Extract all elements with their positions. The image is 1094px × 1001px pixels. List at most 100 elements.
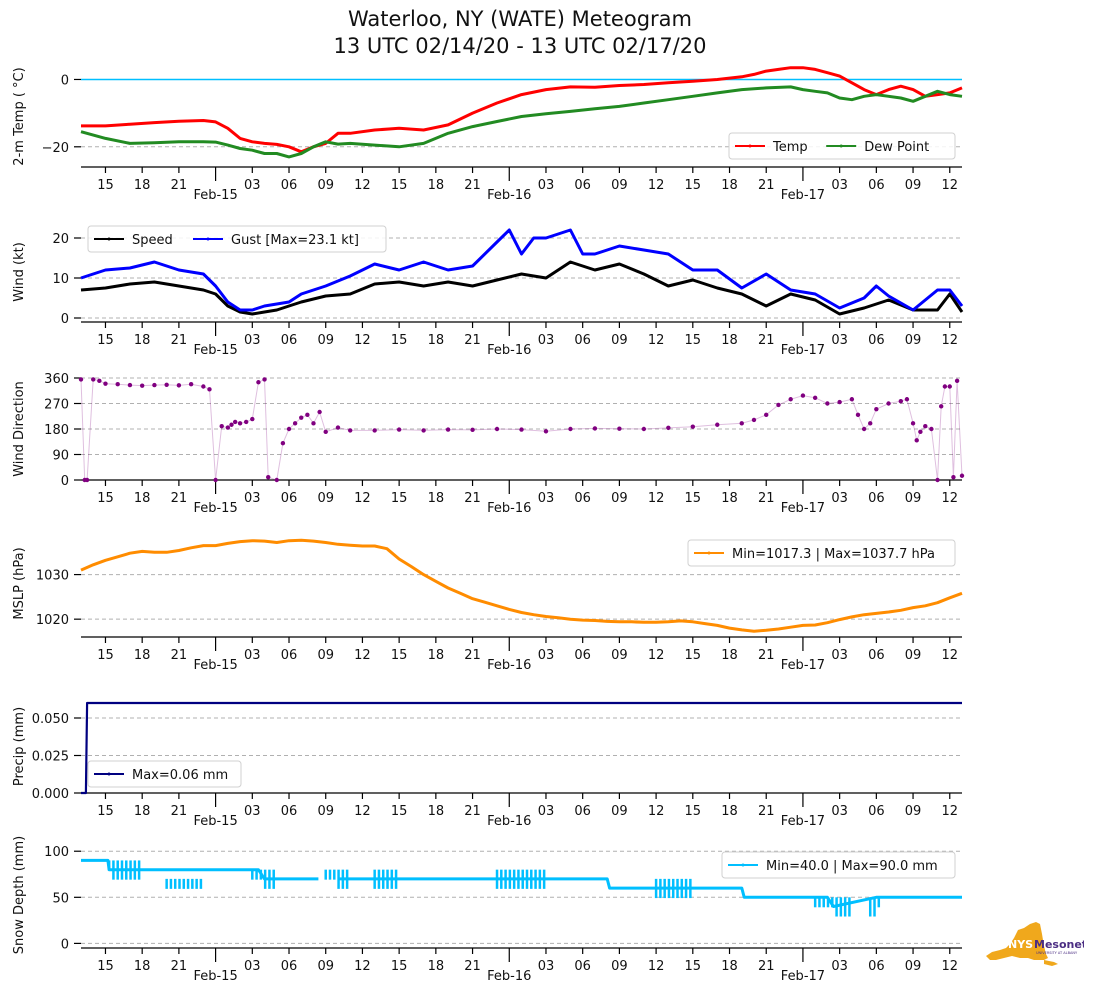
x-tick-label: 18 bbox=[134, 648, 151, 663]
x-tick-label: 06 bbox=[281, 333, 298, 348]
series-max bbox=[81, 701, 962, 795]
x-day-label: Feb-16 bbox=[487, 658, 531, 673]
legend-snow: Min=40.0 | Max=90.0 mm bbox=[721, 851, 956, 879]
data-point bbox=[219, 423, 224, 429]
chart-title-line1: Waterloo, NY (WATE) Meteogram bbox=[347, 7, 692, 31]
data-point bbox=[229, 422, 234, 427]
x-tick-label: 21 bbox=[758, 178, 775, 193]
data-point bbox=[311, 421, 316, 426]
x-day-label: Feb-17 bbox=[781, 814, 825, 829]
x-tick-label: 03 bbox=[244, 648, 261, 663]
data-point bbox=[232, 419, 238, 425]
x-tick-label: 06 bbox=[868, 491, 885, 506]
x-tick-label: 09 bbox=[905, 333, 922, 348]
legend-temp: Temp Dew Point bbox=[728, 132, 956, 160]
data-point bbox=[837, 399, 842, 405]
x-tick-label: 09 bbox=[317, 804, 334, 819]
y-tick-label: 1020 bbox=[36, 613, 69, 628]
legend-marker bbox=[748, 144, 752, 148]
legend-label: Min=1017.3 | Max=1037.7 hPa bbox=[732, 547, 935, 562]
data-point bbox=[286, 426, 292, 432]
legend-box bbox=[87, 225, 387, 253]
x-tick-label: 18 bbox=[721, 491, 738, 506]
data-point bbox=[470, 427, 475, 433]
y-tick-label: 360 bbox=[44, 372, 69, 387]
x-tick-label: 21 bbox=[171, 648, 188, 663]
x-tick-label: 03 bbox=[831, 959, 848, 974]
series-min bbox=[81, 858, 962, 917]
x-tick-label: 12 bbox=[354, 648, 371, 663]
x-day-label: Feb-17 bbox=[781, 343, 825, 358]
y-axis-title: Snow Depth (mm) bbox=[12, 836, 27, 954]
y-tick-label: −20 bbox=[42, 141, 69, 156]
data-point bbox=[918, 429, 923, 435]
x-day-label: Feb-15 bbox=[193, 658, 237, 673]
data-point bbox=[152, 382, 157, 388]
y-axis-title: Wind Direction bbox=[12, 381, 27, 477]
x-tick-label: 21 bbox=[171, 804, 188, 819]
y-axis-title: Wind (kt) bbox=[12, 242, 27, 302]
y-axis-title: Precip (mm) bbox=[12, 707, 27, 786]
x-tick-label: 06 bbox=[574, 648, 591, 663]
y-tick-label: 270 bbox=[44, 398, 69, 413]
data-point bbox=[201, 384, 206, 389]
legend-marker bbox=[839, 144, 843, 148]
legend-label: Min=40.0 | Max=90.0 mm bbox=[766, 859, 938, 874]
data-point bbox=[207, 387, 212, 392]
legend-label: Speed bbox=[132, 233, 173, 248]
data-point bbox=[262, 377, 267, 382]
x-tick-label: 12 bbox=[648, 491, 665, 506]
x-tick-label: 15 bbox=[391, 491, 408, 506]
x-tick-label: 09 bbox=[905, 648, 922, 663]
x-tick-label: 03 bbox=[538, 491, 555, 506]
x-tick-label: 03 bbox=[538, 178, 555, 193]
data-point bbox=[280, 440, 286, 446]
data-point bbox=[543, 429, 549, 434]
legend-marker bbox=[107, 772, 111, 776]
x-tick-label: 03 bbox=[538, 804, 555, 819]
x-tick-label: 12 bbox=[354, 804, 371, 819]
x-tick-label: 21 bbox=[171, 959, 188, 974]
x-tick-label: 03 bbox=[244, 178, 261, 193]
data-point bbox=[947, 384, 952, 389]
data-point bbox=[800, 393, 806, 398]
data-point bbox=[959, 473, 965, 478]
data-point bbox=[788, 397, 793, 402]
x-tick-label: 15 bbox=[685, 491, 702, 506]
x-tick-label: 15 bbox=[391, 333, 408, 348]
logo-nys-text: NYS bbox=[1008, 938, 1033, 951]
data-point bbox=[213, 477, 218, 483]
x-tick-label: 15 bbox=[685, 959, 702, 974]
data-point bbox=[617, 426, 622, 431]
x-tick-label: 06 bbox=[868, 804, 885, 819]
x-tick-label: 18 bbox=[721, 959, 738, 974]
x-tick-label: 18 bbox=[134, 333, 151, 348]
legend-label: Max=0.06 mm bbox=[132, 768, 228, 783]
x-tick-label: 21 bbox=[758, 804, 775, 819]
series-line bbox=[80, 228, 964, 312]
data-point bbox=[886, 401, 891, 406]
x-tick-label: 15 bbox=[685, 648, 702, 663]
data-point bbox=[323, 429, 328, 435]
x-tick-label: 21 bbox=[464, 804, 481, 819]
x-tick-label: 06 bbox=[281, 648, 298, 663]
x-tick-label: 21 bbox=[758, 648, 775, 663]
x-tick-label: 15 bbox=[97, 959, 114, 974]
x-tick-label: 15 bbox=[97, 333, 114, 348]
data-point bbox=[396, 427, 402, 432]
x-tick-label: 12 bbox=[354, 333, 371, 348]
y-tick-label: 100 bbox=[44, 845, 69, 860]
data-point bbox=[592, 426, 598, 431]
x-tick-label: 15 bbox=[685, 178, 702, 193]
x-tick-label: 06 bbox=[281, 804, 298, 819]
series-dew bbox=[80, 85, 963, 159]
x-tick-label: 12 bbox=[648, 648, 665, 663]
panel-snow: 0 50 100 Snow Depth (mm) 15 18 21 Feb-15 03 06 09 1… bbox=[12, 836, 962, 984]
data-point bbox=[91, 377, 96, 382]
x-day-label: Feb-15 bbox=[193, 188, 237, 203]
panel-temp: 0 −20 2-m Temp ( °C) 15 18 21 Feb-15 03 06 09 12 15… bbox=[12, 66, 963, 203]
legend-marker bbox=[107, 237, 111, 241]
x-tick-label: 03 bbox=[831, 491, 848, 506]
x-tick-label: 12 bbox=[354, 178, 371, 193]
